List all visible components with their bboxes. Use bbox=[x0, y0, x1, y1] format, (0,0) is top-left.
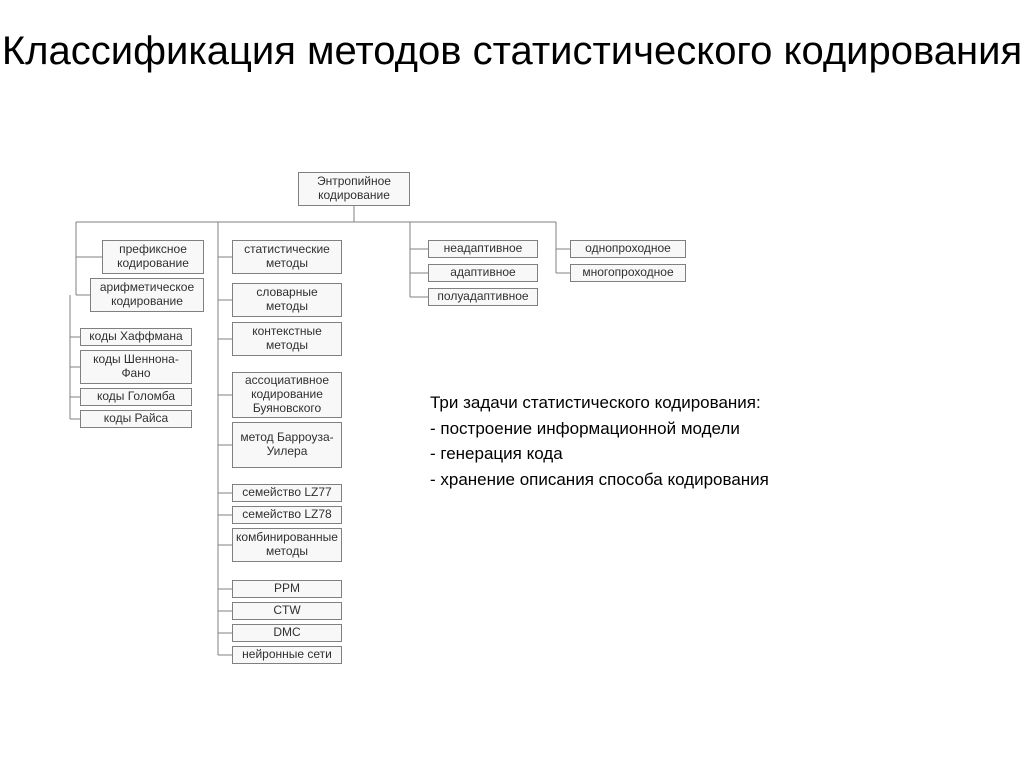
notes-line: Три задачи статистического кодирования: bbox=[430, 390, 769, 416]
node-lz78: семейство LZ78 bbox=[232, 506, 342, 524]
notes-line: - построение информационной модели bbox=[430, 416, 769, 442]
node-ctw: CTW bbox=[232, 602, 342, 620]
node-lz77: семейство LZ77 bbox=[232, 484, 342, 502]
node-shannon: коды Шеннона-Фано bbox=[80, 350, 192, 384]
node-golomb: коды Голомба bbox=[80, 388, 192, 406]
node-nonadapt: неадаптивное bbox=[428, 240, 538, 258]
node-ctx: контекстные методы bbox=[232, 322, 342, 356]
node-nn: нейронные сети bbox=[232, 646, 342, 664]
node-root: Энтропийное кодирование bbox=[298, 172, 410, 206]
node-rice: коды Райса bbox=[80, 410, 192, 428]
node-dmc: DMC bbox=[232, 624, 342, 642]
node-multipass: многопроходное bbox=[570, 264, 686, 282]
notes-line: - хранение описания способа кодирования bbox=[430, 467, 769, 493]
node-onepass: однопроходное bbox=[570, 240, 686, 258]
node-bwt: метод Барроуза-Уилера bbox=[232, 422, 342, 468]
node-huffman: коды Хаффмана bbox=[80, 328, 192, 346]
page-title: Классификация методов статистического ко… bbox=[0, 28, 1024, 75]
node-assoc: ассоциативное кодирование Буяновского bbox=[232, 372, 342, 418]
node-ppm: PPM bbox=[232, 580, 342, 598]
node-prefix: префиксное кодирование bbox=[102, 240, 204, 274]
node-arith: арифметическое кодирование bbox=[90, 278, 204, 312]
node-adapt: адаптивное bbox=[428, 264, 538, 282]
node-dict: словарные методы bbox=[232, 283, 342, 317]
notes-line: - генерация кода bbox=[430, 441, 769, 467]
notes-block: Три задачи статистического кодирования: … bbox=[430, 390, 769, 492]
node-semiadapt: полуадаптивное bbox=[428, 288, 538, 306]
node-stat: статистические методы bbox=[232, 240, 342, 274]
node-comb: комбинированные методы bbox=[232, 528, 342, 562]
